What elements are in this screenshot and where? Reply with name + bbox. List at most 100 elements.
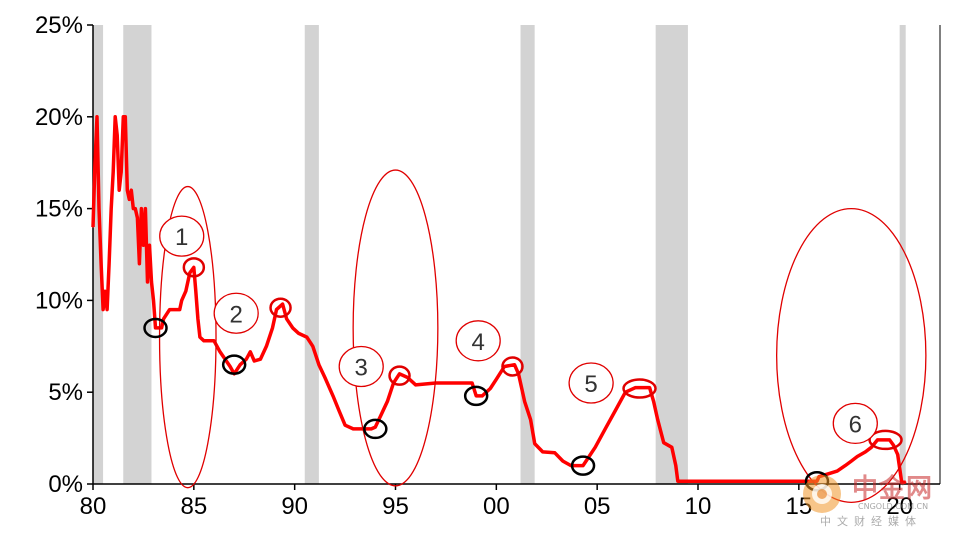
x-tick-label: 00: [483, 493, 510, 520]
rate-data-point: [146, 281, 149, 283]
rate-data-point: [104, 290, 106, 293]
x-tick-label: 90: [281, 493, 308, 520]
rate-data-point: [152, 299, 155, 302]
rate-data-point: [199, 336, 201, 338]
rate-data-point: [888, 439, 891, 441]
rate-data-point: [374, 426, 377, 428]
rate-data-point: [398, 373, 401, 375]
period-ellipse-2: [352, 169, 439, 487]
recession-band-3: [520, 25, 535, 484]
rate-data-point: [656, 418, 659, 421]
rate-data-point: [213, 339, 215, 342]
trough-marker-3: [463, 385, 489, 407]
trough-marker-0: [143, 317, 168, 339]
rate-data-point: [481, 395, 484, 397]
rate-data-point: [414, 384, 417, 386]
rate-data-point: [150, 281, 153, 283]
rate-data-point: [112, 171, 114, 173]
recession-band-5: [899, 25, 906, 484]
rate-data-point: [523, 400, 526, 403]
rate-data-point: [259, 358, 262, 360]
annotation-label-6: 6: [849, 411, 862, 438]
rate-data-point: [892, 444, 895, 447]
y-tick-label: 0%: [48, 471, 83, 498]
rate-data-point: [455, 382, 457, 384]
rate-data-point: [195, 290, 197, 293]
rate-data-point: [675, 464, 677, 467]
rate-data-point: [529, 418, 532, 421]
rate-data-point: [275, 308, 278, 311]
rate-data-point: [380, 413, 383, 416]
x-tick-label: 95: [382, 493, 409, 520]
recession-bands: [93, 25, 906, 484]
rate-data-point: [108, 262, 110, 265]
rate-data-point: [193, 266, 195, 269]
rate-data-point: [285, 317, 288, 320]
y-tick-label: 10%: [35, 287, 83, 314]
annotation-label-4: 4: [472, 329, 485, 356]
rate-data-point: [503, 365, 506, 368]
rate-data-point: [844, 464, 847, 467]
rate-data-point: [132, 207, 135, 210]
rate-data-point: [229, 365, 231, 368]
annotation-circle-1: [159, 215, 205, 257]
rate-data-point: [904, 481, 907, 483]
rate-data-point: [582, 464, 584, 467]
peak-marker-3: [388, 365, 411, 386]
rate-data-point: [864, 451, 867, 453]
rate-data-point: [513, 363, 516, 366]
rate-data-point: [370, 428, 373, 430]
axes: 0%5%10%15%20%25%80 85 90 95 00 05 10 15 20: [35, 12, 941, 520]
recession-band-4: [655, 25, 688, 484]
rate-data-point: [126, 189, 129, 192]
rate-data-point: [124, 116, 127, 118]
rate-data-point: [148, 244, 151, 247]
rate-data-point: [160, 327, 163, 329]
watermark-title: 中金网: [852, 474, 934, 504]
rate-data-point: [533, 442, 536, 445]
rate-data-point: [130, 189, 133, 192]
rate-data-point: [900, 481, 903, 483]
rate-data-point: [122, 116, 125, 118]
trough-marker-1: [221, 354, 247, 375]
rate-data-point: [271, 327, 274, 329]
annotation-circle-4: [455, 320, 501, 362]
rate-data-point: [203, 339, 205, 342]
rate-data-point: [648, 386, 651, 389]
rate-data-point: [138, 262, 141, 265]
rate-data-point: [219, 351, 221, 353]
rate-data-point: [106, 308, 108, 311]
y-tick-label: 25%: [35, 12, 83, 39]
rate-data-point: [634, 386, 637, 389]
rate-data-point: [870, 446, 873, 449]
annotation-label-1: 1: [175, 224, 188, 251]
rate-data-point: [297, 332, 300, 335]
rate-data-point: [471, 382, 473, 384]
rate-data-point: [836, 470, 838, 472]
rate-data-point: [662, 441, 665, 444]
watermark-subtitle: 中文财经媒体: [820, 515, 922, 528]
annotation-label-5: 5: [584, 371, 597, 398]
rate-data-point: [110, 207, 112, 210]
rate-data-point: [92, 226, 94, 228]
rate-data-point: [120, 171, 123, 173]
rate-data-point: [876, 439, 879, 441]
recession-band-2: [304, 25, 319, 484]
rate-data-point: [562, 460, 564, 462]
rate-data-point: [614, 409, 617, 412]
rate-data-point: [604, 428, 607, 430]
rate-series: [91, 115, 907, 484]
annotation-label-3: 3: [355, 354, 368, 381]
rate-data-point: [239, 363, 242, 366]
y-tick-label: 5%: [48, 379, 83, 406]
annotation-circle-5: [568, 362, 614, 404]
rate-data-point: [134, 207, 137, 210]
peak-marker-5: [622, 378, 657, 399]
annotation-circle-2: [213, 292, 259, 334]
rate-data-point: [291, 327, 294, 329]
rate-data-point: [96, 116, 98, 118]
rate-data-point: [100, 262, 102, 265]
recession-band-0: [93, 25, 104, 484]
rate-data-point: [168, 308, 171, 311]
